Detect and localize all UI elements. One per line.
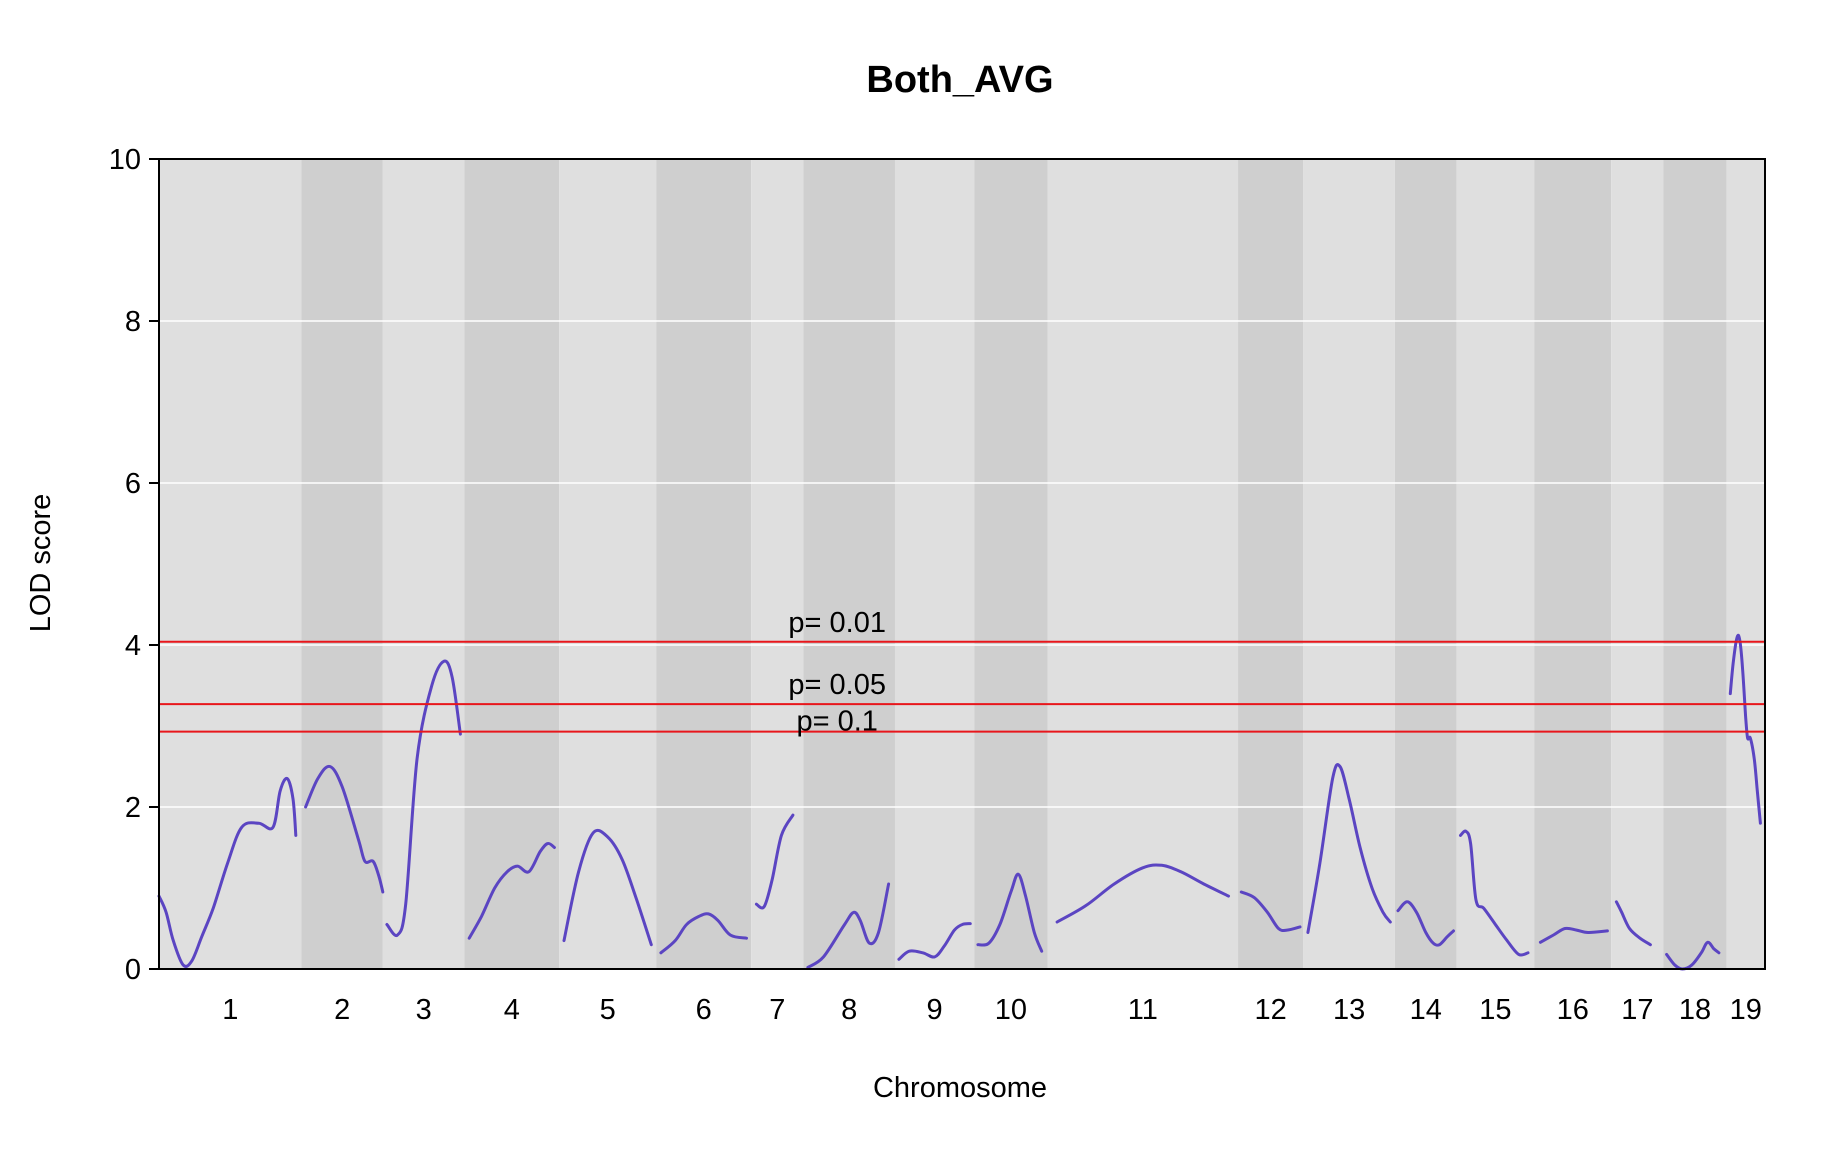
- lod-curve-chr7: [754, 813, 795, 910]
- y-axis-title: LOD score: [25, 494, 57, 633]
- lod-curve-chr6: [659, 912, 748, 955]
- chromosome-label-7: 7: [769, 994, 785, 1026]
- chromosome-label-19: 19: [1730, 994, 1762, 1026]
- lod-curve-chr1: [157, 776, 298, 968]
- chart-title: Both_AVG: [866, 59, 1053, 101]
- lod-curve-chr15: [1459, 829, 1530, 957]
- lod-curve-chr8: [806, 882, 891, 969]
- threshold-label-2: p= 0.1: [796, 706, 877, 738]
- x-axis-chromosome-labels: 1 2 3 4 5 6 7 8 9 10 11 12 13 14 15 16 17 18 19: [222, 994, 1762, 1026]
- lod-curve-chr13: [1306, 763, 1392, 934]
- chromosome-label-6: 6: [696, 994, 712, 1026]
- chromosome-band-17: [1611, 159, 1664, 969]
- y-tick-label-10: 10: [109, 144, 141, 176]
- chromosome-label-16: 16: [1557, 994, 1589, 1026]
- lod-curve-chr4: [467, 841, 556, 940]
- plot-frame: [158, 158, 1766, 970]
- chromosome-band-6: [656, 159, 752, 969]
- chromosome-band-8: [803, 159, 895, 969]
- y-tick-label-0: 0: [125, 954, 141, 986]
- chromosome-band-11: [1047, 159, 1239, 969]
- lod-curve-chr14: [1396, 900, 1455, 947]
- lod-curve-chr10: [976, 872, 1044, 953]
- chromosome-band-10: [974, 159, 1048, 969]
- chromosome-label-12: 12: [1255, 994, 1287, 1026]
- chromosome-label-15: 15: [1479, 994, 1511, 1026]
- chromosome-band-16: [1534, 159, 1612, 969]
- lod-curve-chr12: [1239, 890, 1302, 933]
- chromosome-band-14: [1394, 159, 1457, 969]
- lod-curve-chr18: [1665, 940, 1721, 971]
- chromosome-band-9: [894, 159, 975, 969]
- lod-curve-chr2: [304, 764, 385, 894]
- y-tick-label-4: 4: [125, 630, 141, 662]
- y-tick-label-6: 6: [125, 468, 141, 500]
- y-tick-label-8: 8: [125, 306, 141, 338]
- chromosome-band-5: [559, 159, 657, 969]
- lod-curve-chr9: [897, 922, 972, 961]
- chromosome-label-5: 5: [600, 994, 616, 1026]
- grid-lines: [159, 320, 1765, 808]
- x-axis-title: Chromosome: [873, 1072, 1047, 1104]
- chromosome-band-18: [1663, 159, 1727, 969]
- chromosome-band-3: [382, 159, 465, 969]
- chromosome-label-18: 18: [1679, 994, 1711, 1026]
- chromosome-bands: [159, 159, 1765, 969]
- chromosome-label-11: 11: [1128, 994, 1158, 1026]
- chromosome-label-4: 4: [504, 994, 520, 1026]
- chromosome-band-7: [751, 159, 804, 969]
- chromosome-band-15: [1456, 159, 1535, 969]
- lod-curve-chr11: [1055, 863, 1230, 924]
- chromosome-label-10: 10: [995, 994, 1027, 1026]
- threshold-lines: p= 0.01 p= 0.05 p= 0.1: [159, 607, 1765, 738]
- chromosome-label-9: 9: [927, 994, 943, 1026]
- chromosome-label-3: 3: [416, 994, 432, 1026]
- lod-curve-chr5: [562, 828, 653, 947]
- chromosome-label-2: 2: [334, 994, 350, 1026]
- threshold-label-1: p= 0.05: [788, 669, 886, 701]
- lod-curve-chr3: [385, 659, 462, 938]
- chromosome-band-13: [1303, 159, 1395, 969]
- chromosome-label-17: 17: [1621, 994, 1653, 1026]
- chromosome-band-19: [1726, 159, 1765, 969]
- chromosome-label-1: 1: [222, 994, 238, 1026]
- y-tick-label-2: 2: [125, 792, 141, 824]
- chromosome-label-13: 13: [1333, 994, 1365, 1026]
- chromosome-label-8: 8: [841, 994, 857, 1026]
- lod-curve-chr16: [1538, 926, 1609, 944]
- lod-series: [157, 633, 1762, 971]
- chromosome-band-2: [301, 159, 383, 969]
- threshold-label-0: p= 0.01: [788, 607, 886, 639]
- chromosome-label-14: 14: [1410, 994, 1442, 1026]
- y-axis: 0 2 4 6 8 10: [109, 144, 159, 986]
- lod-curve-chr17: [1614, 900, 1652, 947]
- chromosome-band-1: [159, 159, 302, 969]
- chromosome-band-4: [464, 159, 560, 969]
- chromosome-band-12: [1238, 159, 1304, 969]
